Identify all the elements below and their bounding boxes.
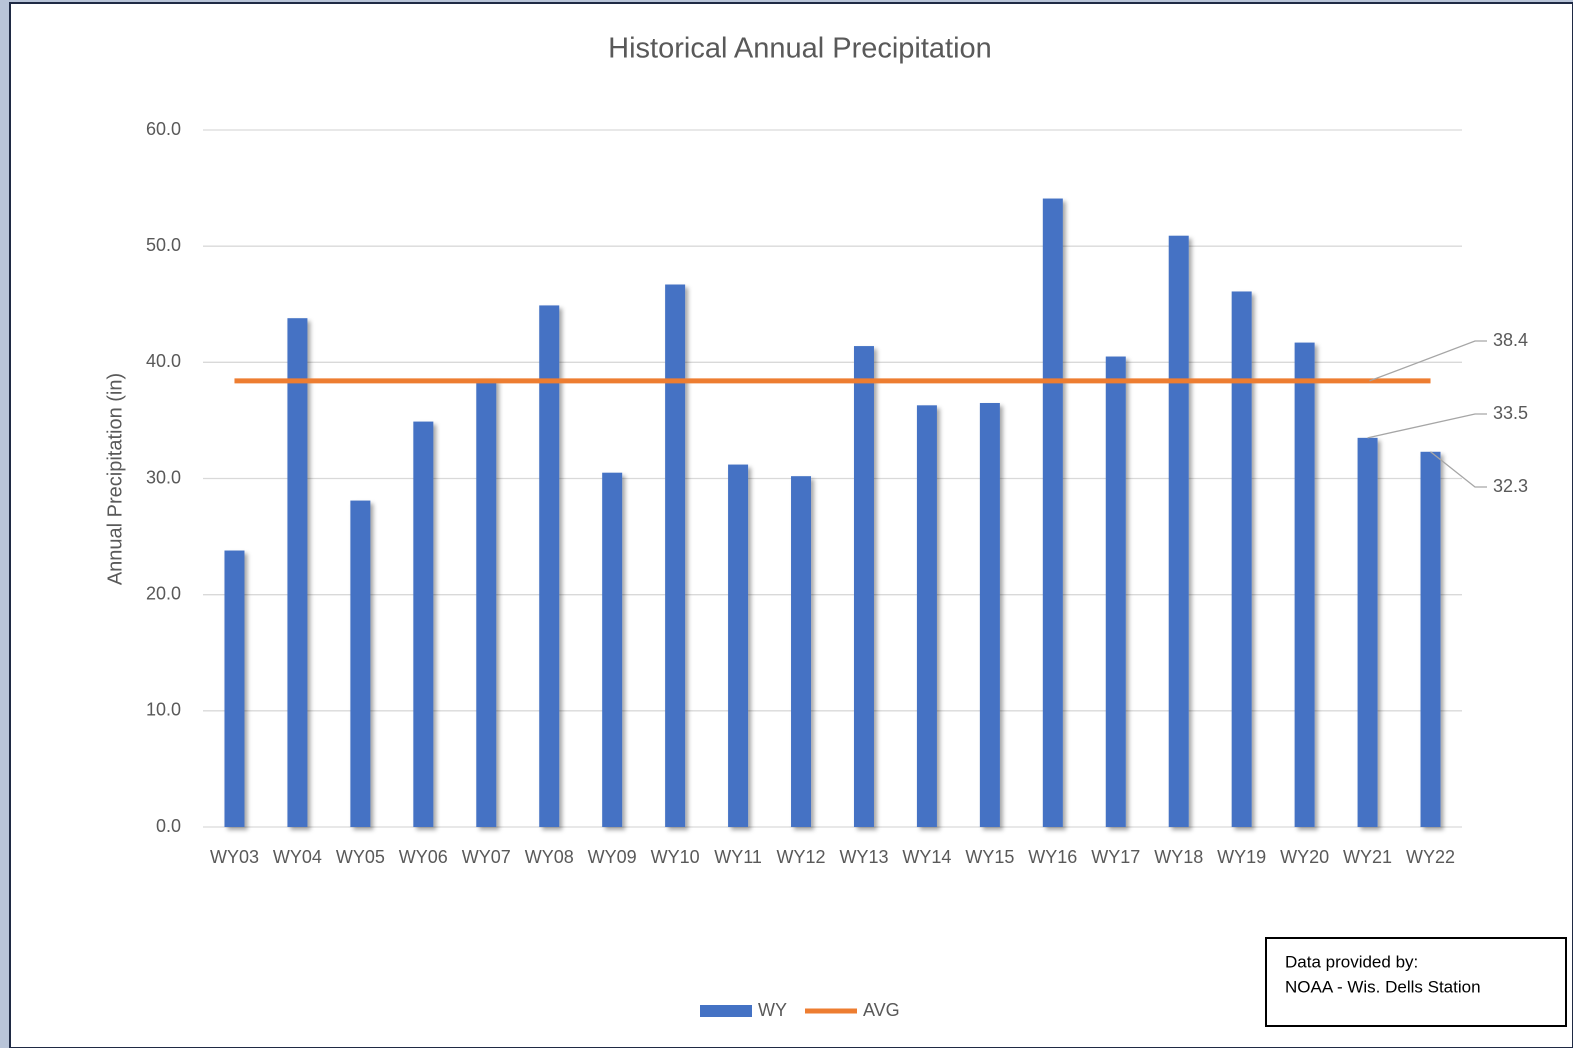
x-tick-label: WY15 [965,847,1014,867]
leader-line [1369,340,1487,382]
x-tick-label: WY05 [336,847,385,867]
bar [728,464,749,827]
leader-line [1430,451,1487,488]
y-tick-label: 40.0 [146,351,181,371]
x-tick-label: WY09 [588,847,637,867]
y-tick-label: 0.0 [156,816,181,836]
data-label: 32.3 [1493,476,1528,496]
data-label: 33.5 [1493,403,1528,423]
leader-line [1367,413,1487,439]
bar [1231,291,1252,827]
bar [224,550,245,827]
bar [1357,437,1378,827]
x-tick-label: WY16 [1028,847,1077,867]
note-box [1265,937,1567,1027]
bar [1105,356,1126,827]
x-tick-label: WY06 [399,847,448,867]
legend-label: AVG [863,1000,900,1020]
y-tick-label: 60.0 [146,119,181,139]
bar [413,421,434,827]
bar [1294,342,1315,827]
x-tick-label: WY10 [651,847,700,867]
bar [665,284,686,827]
y-tick-label: 20.0 [146,583,181,603]
y-tick-label: 10.0 [146,700,181,720]
note-line: Data provided by: [1285,952,1418,971]
bar [476,378,497,827]
x-tick-label: WY11 [714,847,762,867]
bar [1420,451,1441,827]
bar [791,476,812,827]
legend-label: WY [758,1000,787,1020]
x-tick-label: WY13 [839,847,888,867]
x-tick-label: WY18 [1154,847,1203,867]
bar [539,305,560,828]
x-tick-label: WY07 [462,847,511,867]
bar [979,402,1000,827]
legend-swatch [700,1005,752,1017]
x-tick-label: WY20 [1280,847,1329,867]
x-tick-label: WY04 [273,847,322,867]
x-tick-label: WY03 [210,847,259,867]
bar [916,405,937,827]
x-tick-label: WY19 [1217,847,1266,867]
bar [853,346,874,827]
x-tick-label: WY17 [1091,847,1140,867]
chart-title: Historical Annual Precipitation [608,33,992,65]
bar [602,472,623,827]
bar [1042,198,1063,827]
note-line: NOAA - Wis. Dells Station [1285,977,1481,996]
x-tick-label: WY22 [1406,847,1455,867]
x-tick-label: WY14 [902,847,951,867]
bar [287,318,308,827]
data-label: 38.4 [1493,330,1528,350]
x-tick-label: WY12 [777,847,826,867]
y-tick-label: 50.0 [146,235,181,255]
bar [350,500,371,827]
x-tick-label: WY08 [525,847,574,867]
y-tick-label: 30.0 [146,467,181,487]
bar [1168,235,1189,827]
x-tick-label: WY21 [1343,847,1392,867]
y-axis-label: Annual Precipitation (in) [104,373,126,585]
